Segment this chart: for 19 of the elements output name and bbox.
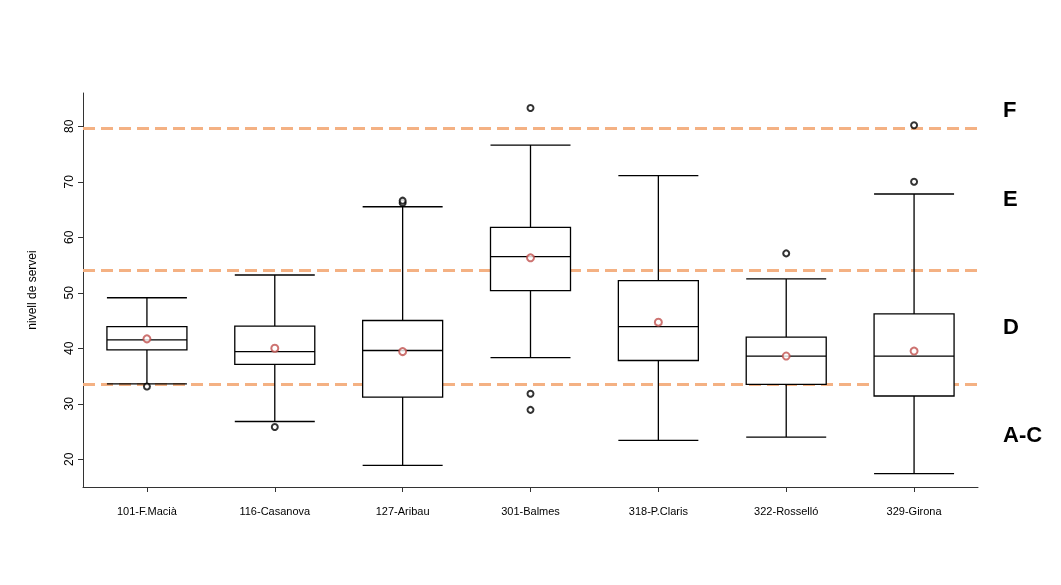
x-tick-label: 322-Rosselló bbox=[754, 504, 819, 517]
y-tick-label: 70 bbox=[62, 174, 76, 189]
text: D bbox=[1003, 313, 1019, 339]
x-tick-label: 318-P.Claris bbox=[628, 504, 689, 517]
text: F bbox=[1003, 96, 1017, 122]
y-tick-label: 30 bbox=[62, 396, 76, 411]
text: A-C bbox=[1003, 422, 1043, 448]
y-tick-label: 50 bbox=[62, 285, 76, 300]
x-tick-label: 301-Balmes bbox=[501, 504, 561, 517]
text: E bbox=[1003, 185, 1018, 211]
x-tick-label: 127-Aribau bbox=[375, 504, 430, 517]
x-tick-label: 116-Casanova bbox=[239, 504, 312, 517]
x-tick-label: 329-Girona bbox=[886, 504, 943, 517]
y-tick-label: 80 bbox=[62, 119, 76, 133]
y-tick-label: 60 bbox=[62, 230, 76, 244]
y-axis-title: nivell de servei bbox=[25, 250, 39, 330]
y-tick-label: 20 bbox=[62, 452, 76, 466]
x-tick-label: 101-F.Macià bbox=[116, 504, 178, 517]
y-tick-label: 40 bbox=[62, 341, 76, 355]
